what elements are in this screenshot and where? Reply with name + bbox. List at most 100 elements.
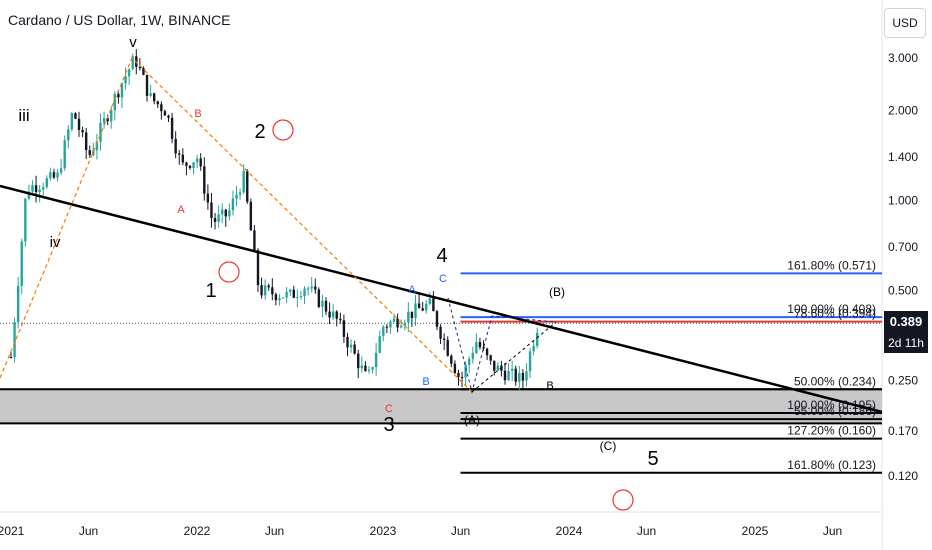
candle-body bbox=[303, 288, 306, 297]
candle-body bbox=[81, 129, 84, 133]
candle-body bbox=[425, 303, 428, 311]
candle-body bbox=[45, 178, 48, 188]
fib-level-label: 127.20% (0.160) bbox=[787, 424, 876, 438]
candle-body bbox=[117, 93, 120, 98]
candle-body bbox=[475, 341, 478, 353]
candle-body bbox=[242, 170, 245, 193]
wave-label: B bbox=[546, 380, 553, 392]
candle-body bbox=[496, 365, 500, 371]
candle-body bbox=[346, 336, 349, 348]
wave-circle-a bbox=[218, 261, 240, 283]
candle-body bbox=[199, 158, 202, 167]
candle-body bbox=[188, 165, 192, 168]
candle-body bbox=[510, 368, 514, 371]
candle-body bbox=[389, 321, 392, 328]
candle-body bbox=[460, 377, 464, 379]
candle-body bbox=[274, 294, 278, 301]
candle-body bbox=[278, 298, 281, 301]
candle-body bbox=[532, 345, 535, 352]
wave-circle-c bbox=[612, 489, 634, 511]
candle-body bbox=[399, 325, 403, 328]
wave-label: A bbox=[177, 204, 185, 216]
candle-body bbox=[371, 367, 374, 370]
candle-body bbox=[414, 303, 417, 318]
candle-body bbox=[221, 209, 224, 215]
candle-body bbox=[70, 113, 74, 130]
candle-body bbox=[235, 194, 238, 199]
candle-body bbox=[99, 122, 102, 142]
candle-body bbox=[536, 332, 539, 346]
candle-body bbox=[367, 369, 371, 371]
time-tick-label: Jun bbox=[451, 524, 470, 538]
candle-body bbox=[482, 347, 485, 349]
fib-level-label: 161.80% (0.123) bbox=[787, 458, 876, 472]
candle-body bbox=[489, 355, 492, 361]
candle-body bbox=[67, 129, 70, 141]
wave-label: iii bbox=[18, 106, 29, 125]
candle-body bbox=[74, 113, 77, 119]
candle-body bbox=[178, 153, 181, 155]
candle-body bbox=[467, 358, 471, 365]
wave-label: iv bbox=[50, 234, 61, 251]
candle-body bbox=[324, 300, 328, 312]
candle-body bbox=[102, 118, 106, 123]
candle-body bbox=[292, 289, 295, 298]
candle-body bbox=[349, 344, 353, 348]
candle-body bbox=[493, 360, 496, 371]
candle-body bbox=[478, 341, 482, 348]
candle-body bbox=[38, 189, 41, 193]
candle-body bbox=[24, 198, 27, 242]
candle-body bbox=[63, 140, 66, 169]
candle-body bbox=[246, 170, 249, 202]
candle-body bbox=[95, 141, 99, 151]
candle-body bbox=[339, 318, 342, 321]
candle-body bbox=[306, 288, 310, 290]
candle-body bbox=[9, 357, 13, 359]
candle-body bbox=[518, 372, 521, 382]
currency-button[interactable]: USD bbox=[884, 8, 926, 38]
candle-body bbox=[106, 118, 109, 122]
candle-body bbox=[450, 355, 453, 364]
candle-body bbox=[84, 132, 88, 151]
candle-body bbox=[503, 370, 507, 381]
time-tick-label: 2022 bbox=[184, 524, 211, 538]
candle-body bbox=[403, 322, 406, 326]
candle-body bbox=[407, 311, 410, 323]
candle-body bbox=[145, 74, 149, 96]
candle-body bbox=[56, 172, 59, 178]
candle-body bbox=[195, 158, 199, 163]
candle-body bbox=[285, 291, 288, 298]
candle-body bbox=[34, 185, 38, 193]
time-tick-label: 2024 bbox=[556, 524, 583, 538]
candle-body bbox=[110, 110, 113, 122]
candle-body bbox=[20, 241, 23, 286]
candle-body bbox=[238, 192, 242, 195]
candle-body bbox=[485, 348, 489, 356]
candle-body bbox=[521, 372, 525, 381]
candle-body bbox=[228, 210, 231, 217]
candle-body bbox=[124, 76, 127, 84]
candle-body bbox=[77, 118, 81, 130]
candle-body bbox=[231, 198, 235, 211]
fib-level-label: 78.60% (0.394) bbox=[794, 307, 876, 321]
candle-body bbox=[263, 285, 267, 296]
candle-body bbox=[170, 117, 174, 139]
wave-label: v bbox=[129, 34, 137, 51]
candle-body bbox=[224, 209, 227, 217]
dashed-move-line bbox=[471, 321, 557, 393]
candle-body bbox=[382, 326, 385, 337]
fib-level-label: 50.00% (0.234) bbox=[794, 374, 876, 388]
candle-body bbox=[385, 326, 389, 328]
descending-trendline bbox=[0, 184, 883, 414]
candle-body bbox=[435, 311, 439, 327]
candle-body bbox=[417, 303, 421, 309]
candle-body bbox=[464, 364, 467, 378]
candle-body bbox=[310, 286, 313, 289]
candle-body bbox=[342, 320, 346, 337]
candle-body bbox=[421, 308, 424, 311]
candle-body bbox=[289, 289, 292, 292]
candle-body bbox=[507, 370, 510, 381]
last-price-tag: 0.389 bbox=[884, 311, 928, 333]
candle-body bbox=[156, 101, 159, 105]
